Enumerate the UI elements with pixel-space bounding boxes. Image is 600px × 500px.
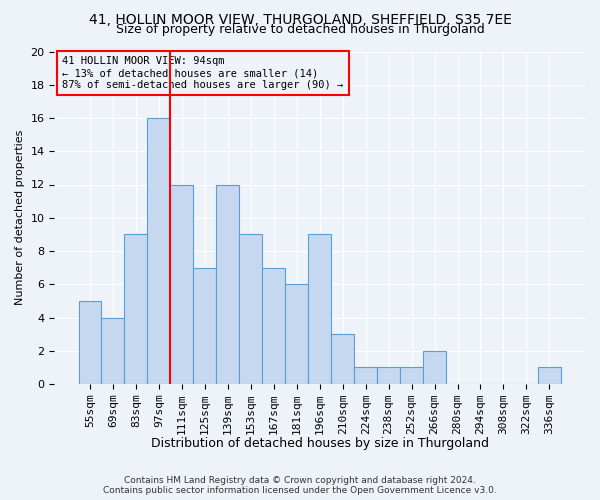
Text: Contains HM Land Registry data © Crown copyright and database right 2024.
Contai: Contains HM Land Registry data © Crown c… — [103, 476, 497, 495]
Bar — [124, 234, 148, 384]
Bar — [538, 368, 561, 384]
Bar — [354, 368, 377, 384]
X-axis label: Distribution of detached houses by size in Thurgoland: Distribution of detached houses by size … — [151, 437, 489, 450]
Bar — [262, 268, 285, 384]
Bar — [79, 301, 101, 384]
Bar — [148, 118, 170, 384]
Bar — [308, 234, 331, 384]
Bar — [101, 318, 124, 384]
Bar — [423, 351, 446, 384]
Bar — [239, 234, 262, 384]
Text: Size of property relative to detached houses in Thurgoland: Size of property relative to detached ho… — [116, 22, 484, 36]
Bar — [170, 184, 193, 384]
Text: 41 HOLLIN MOOR VIEW: 94sqm
← 13% of detached houses are smaller (14)
87% of semi: 41 HOLLIN MOOR VIEW: 94sqm ← 13% of deta… — [62, 56, 344, 90]
Bar — [217, 184, 239, 384]
Text: 41, HOLLIN MOOR VIEW, THURGOLAND, SHEFFIELD, S35 7EE: 41, HOLLIN MOOR VIEW, THURGOLAND, SHEFFI… — [89, 12, 511, 26]
Bar — [331, 334, 354, 384]
Bar — [400, 368, 423, 384]
Bar — [377, 368, 400, 384]
Bar — [285, 284, 308, 384]
Y-axis label: Number of detached properties: Number of detached properties — [15, 130, 25, 306]
Bar — [193, 268, 217, 384]
